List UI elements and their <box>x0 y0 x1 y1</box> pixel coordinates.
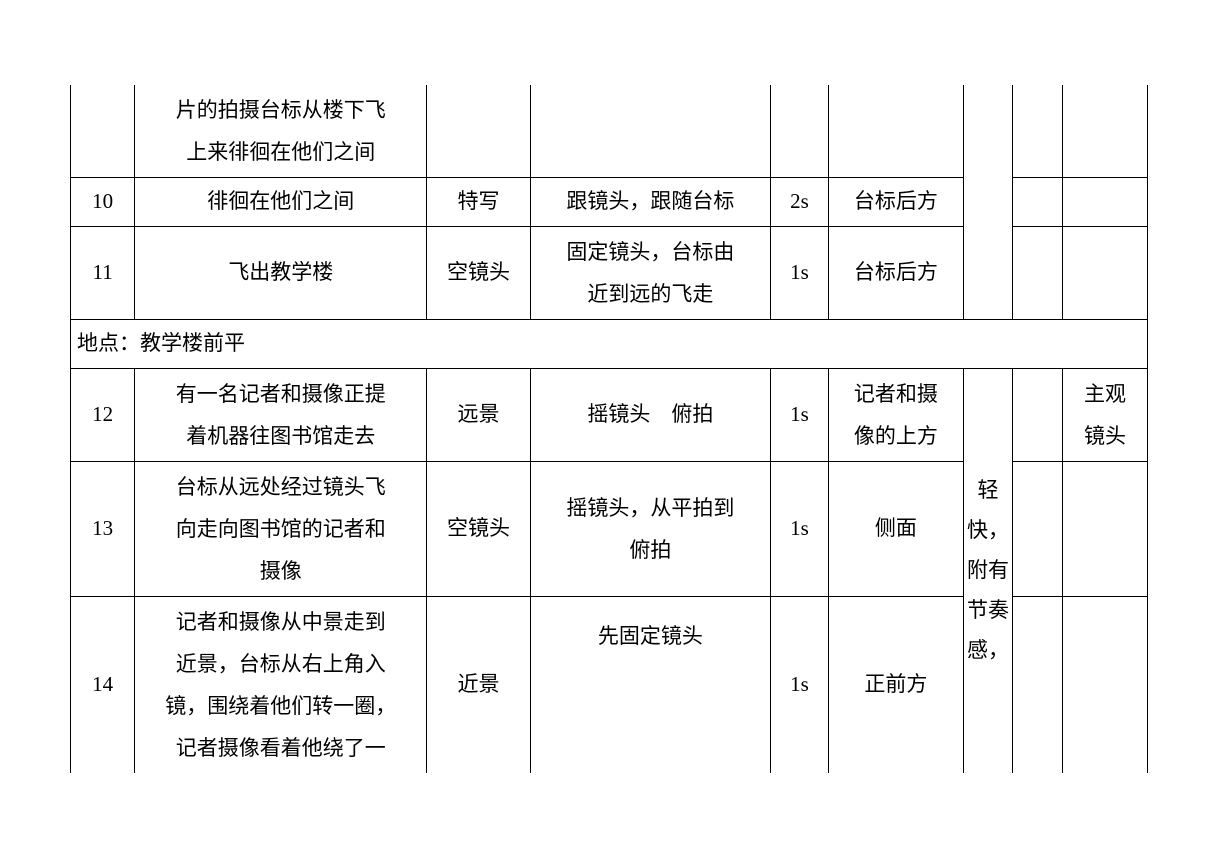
cell-movement <box>530 85 770 178</box>
cell-text: 摄像 <box>137 550 424 592</box>
vertical-label: 轻快，附有节奏感， <box>966 471 1011 670</box>
cell-shot: 空镜头 <box>427 461 531 596</box>
cell-num: 13 <box>71 461 135 596</box>
cell-desc: 记者和摄像从中景走到 近景，台标从右上角入 镜，围绕着他们转一圈， 记者摄像看着… <box>135 596 427 773</box>
location-cell: 地点：教学楼前平 <box>71 319 1148 368</box>
cell-position <box>829 85 964 178</box>
cell-shot: 空镜头 <box>427 226 531 319</box>
cell-text: 记者和摄像从中景走到 <box>137 601 424 643</box>
cell-col8 <box>1013 85 1063 178</box>
cell-shot: 特写 <box>427 178 531 227</box>
cell-num <box>71 85 135 178</box>
cell-text: 固定镜头，台标由 <box>533 231 768 273</box>
cell-shot: 远景 <box>427 368 531 461</box>
table-row-partial: 片的拍摄台标从楼下飞 上来徘徊在他们之间 <box>71 85 1148 178</box>
cell-col9 <box>1063 461 1148 596</box>
cell-position: 侧面 <box>829 461 964 596</box>
cell-text: 记者摄像看着他绕了一 <box>137 727 424 769</box>
cell-text: 摇镜头，从平拍到 <box>533 487 768 529</box>
cell-text: 俯拍 <box>533 529 768 571</box>
cell-text: 像的上方 <box>831 415 961 457</box>
cell-position: 正前方 <box>829 596 964 773</box>
cell-text: 有一名记者和摄像正提 <box>137 373 424 415</box>
cell-num: 12 <box>71 368 135 461</box>
cell-text: 镜，围绕着他们转一圈， <box>137 685 424 727</box>
cell-text: 近到远的飞走 <box>533 273 768 315</box>
cell-text: 主观 <box>1065 373 1145 415</box>
cell-desc: 片的拍摄台标从楼下飞 上来徘徊在他们之间 <box>135 85 427 178</box>
cell-duration: 2s <box>771 178 829 227</box>
cell-num: 14 <box>71 596 135 773</box>
cell-text: 向走向图书馆的记者和 <box>137 508 424 550</box>
table-row: 12 有一名记者和摄像正提 着机器往图书馆走去 远景 摇镜头 俯拍 1s 记者和… <box>71 368 1148 461</box>
cell-text: 台标从远处经过镜头飞 <box>137 466 424 508</box>
cell-text: 记者和摄 <box>831 373 961 415</box>
cell-position: 台标后方 <box>829 178 964 227</box>
cell-duration: 1s <box>771 368 829 461</box>
cell-col8 <box>1013 596 1063 773</box>
cell-desc: 有一名记者和摄像正提 着机器往图书馆走去 <box>135 368 427 461</box>
cell-shot <box>427 85 531 178</box>
cell-num: 10 <box>71 178 135 227</box>
cell-movement: 先固定镜头 <box>530 596 770 773</box>
cell-position: 台标后方 <box>829 226 964 319</box>
cell-desc: 飞出教学楼 <box>135 226 427 319</box>
cell-col8 <box>1013 461 1063 596</box>
cell-duration <box>771 85 829 178</box>
cell-movement: 固定镜头，台标由 近到远的飞走 <box>530 226 770 319</box>
cell-col9 <box>1063 85 1148 178</box>
cell-text: 上来徘徊在他们之间 <box>137 131 424 173</box>
cell-text: 着机器往图书馆走去 <box>137 415 424 457</box>
cell-col7-merged: 轻快，附有节奏感， <box>963 368 1013 773</box>
cell-movement: 摇镜头 俯拍 <box>530 368 770 461</box>
cell-num: 11 <box>71 226 135 319</box>
cell-shot: 近景 <box>427 596 531 773</box>
cell-col9 <box>1063 596 1148 773</box>
cell-position: 记者和摄 像的上方 <box>829 368 964 461</box>
cell-col8 <box>1013 368 1063 461</box>
cell-text: 近景，台标从右上角入 <box>137 643 424 685</box>
cell-duration: 1s <box>771 226 829 319</box>
cell-movement: 摇镜头，从平拍到 俯拍 <box>530 461 770 596</box>
cell-desc: 台标从远处经过镜头飞 向走向图书馆的记者和 摄像 <box>135 461 427 596</box>
cell-text: 片的拍摄台标从楼下飞 <box>137 89 424 131</box>
cell-col8 <box>1013 226 1063 319</box>
cell-duration: 1s <box>771 461 829 596</box>
cell-col7 <box>963 85 1013 319</box>
cell-col8 <box>1013 178 1063 227</box>
cell-col9 <box>1063 178 1148 227</box>
cell-col9 <box>1063 226 1148 319</box>
location-row: 地点：教学楼前平 <box>71 319 1148 368</box>
cell-movement: 跟镜头，跟随台标 <box>530 178 770 227</box>
cell-desc: 徘徊在他们之间 <box>135 178 427 227</box>
shot-list-table: 片的拍摄台标从楼下飞 上来徘徊在他们之间 10 徘徊在他们之间 特写 跟镜头，跟… <box>70 85 1148 773</box>
cell-col9: 主观 镜头 <box>1063 368 1148 461</box>
cell-duration: 1s <box>771 596 829 773</box>
cell-text: 镜头 <box>1065 415 1145 457</box>
